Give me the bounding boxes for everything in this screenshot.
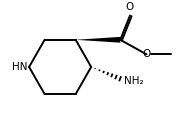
Text: HN: HN xyxy=(12,62,27,72)
Text: O: O xyxy=(126,2,134,12)
Text: O: O xyxy=(142,49,151,59)
Polygon shape xyxy=(76,37,120,43)
Text: NH₂: NH₂ xyxy=(124,75,144,86)
